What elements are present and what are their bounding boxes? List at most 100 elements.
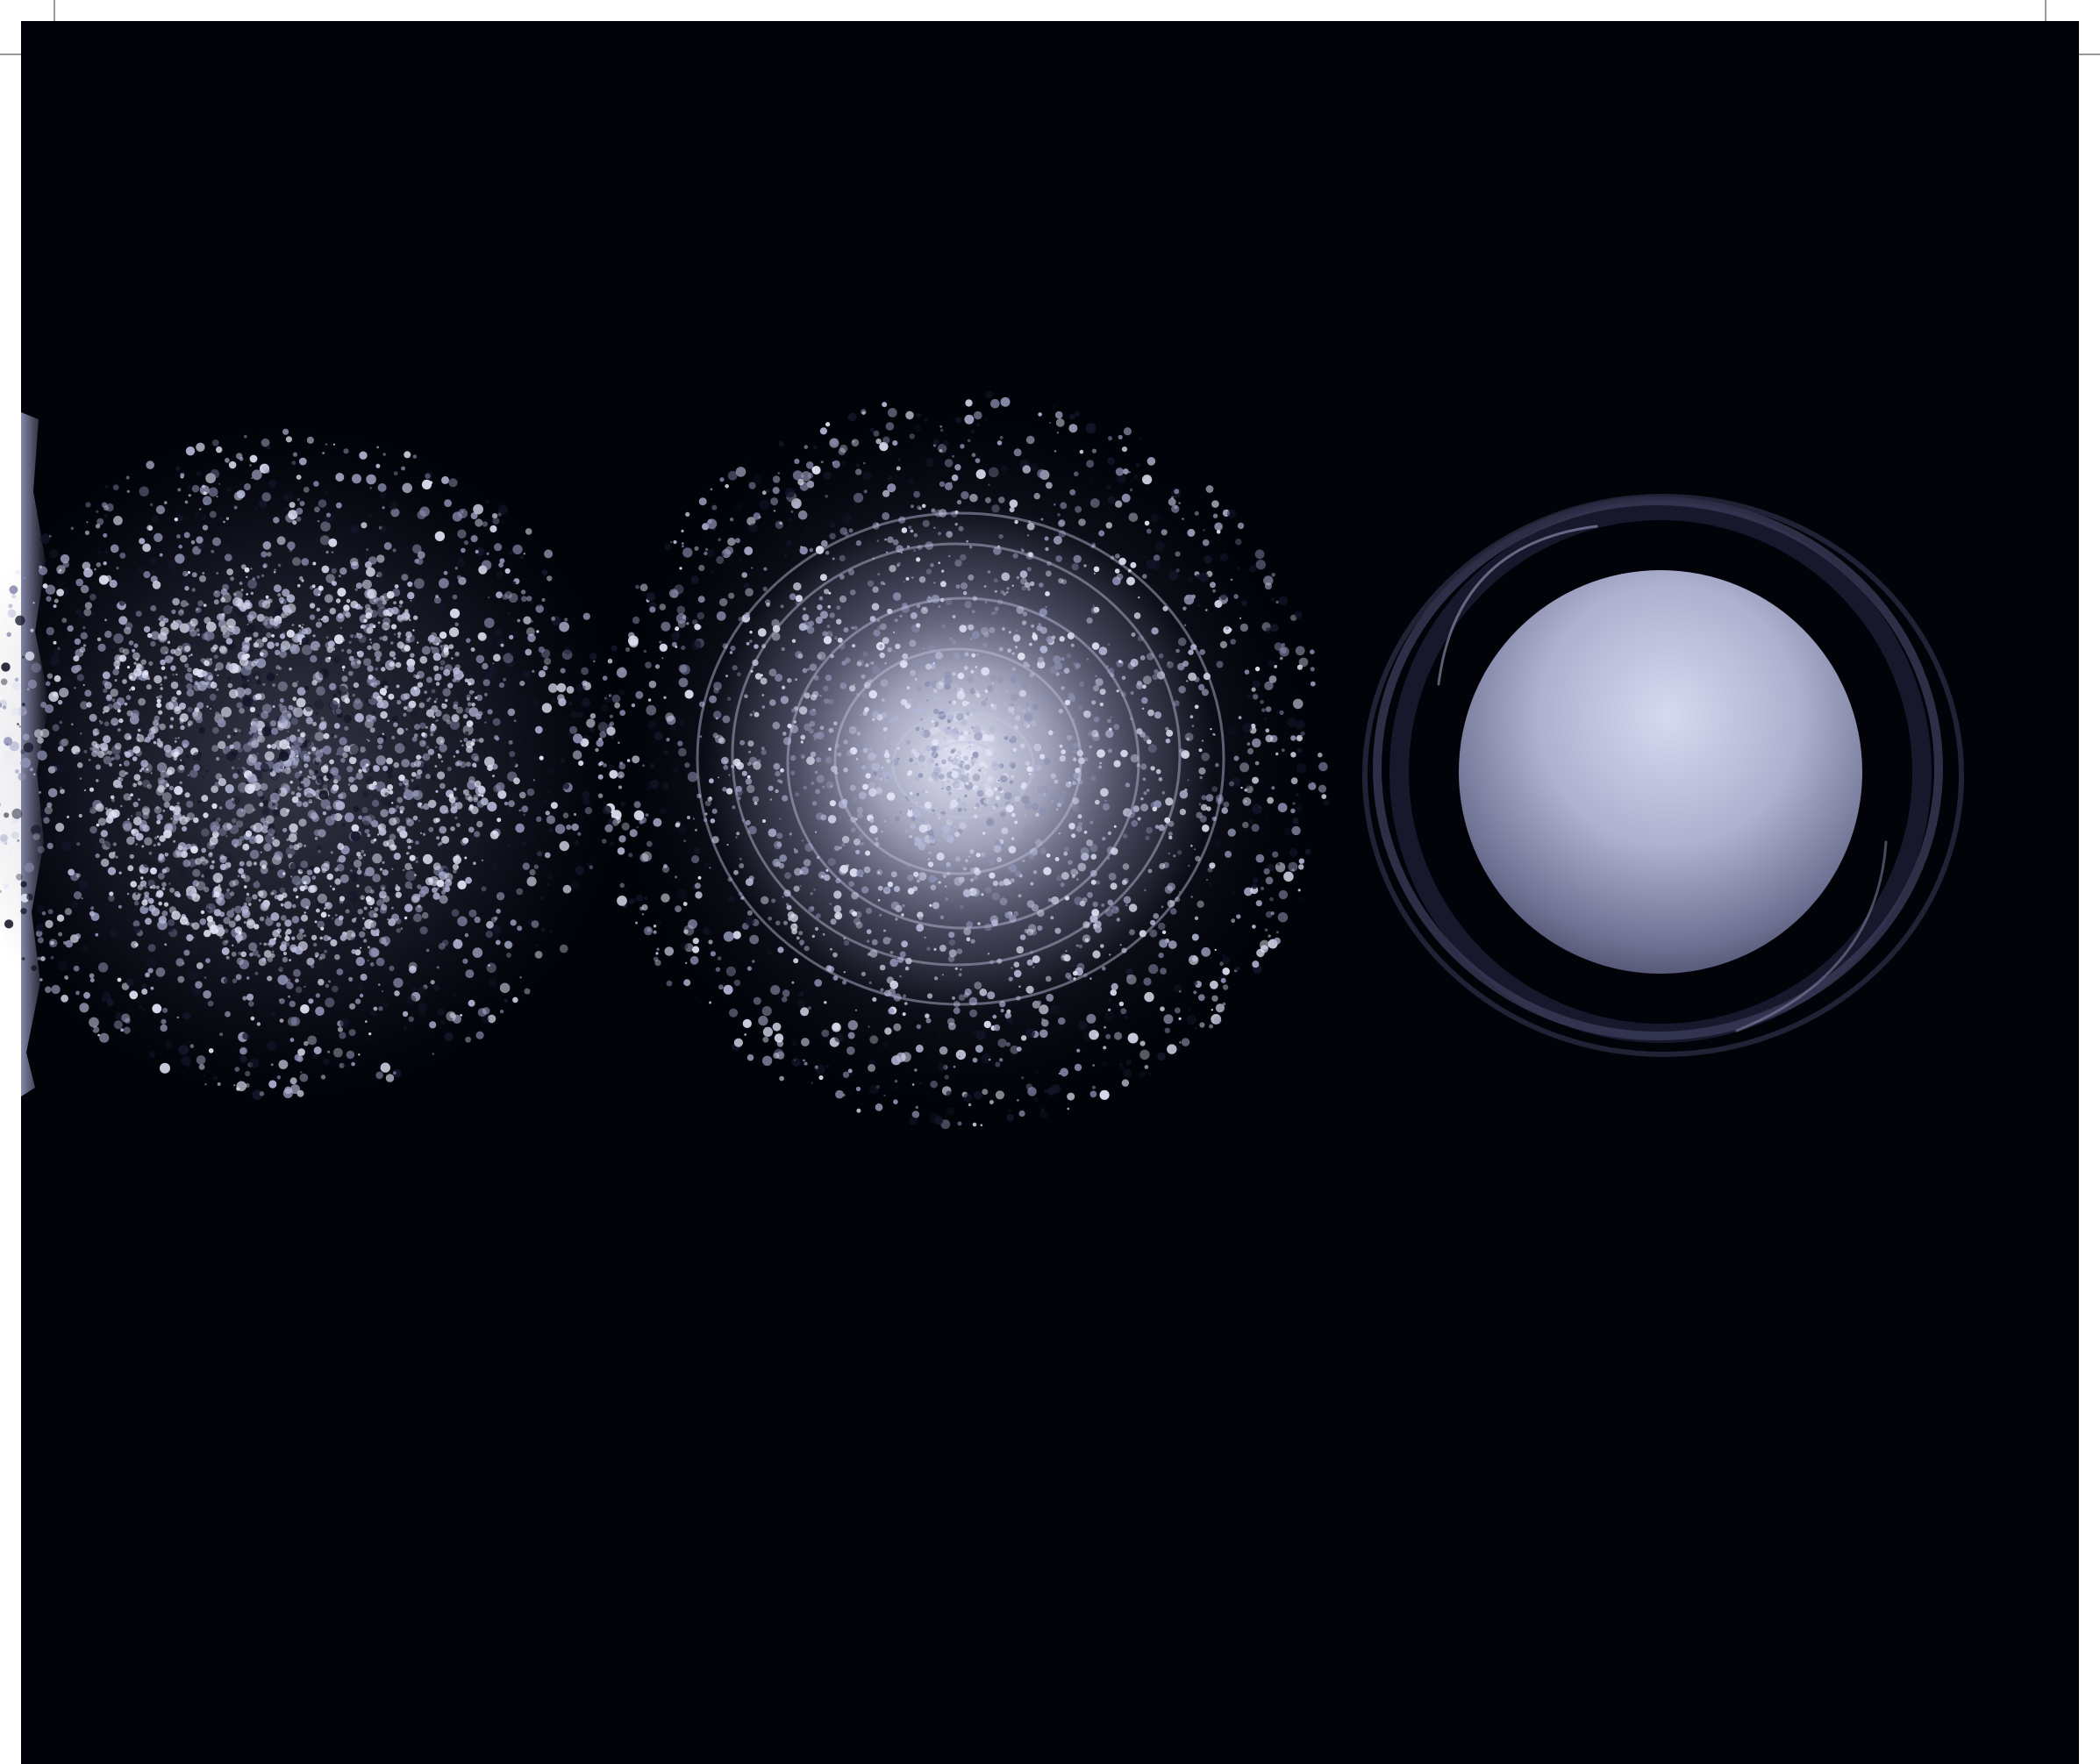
dust-speck (298, 783, 304, 789)
dust-speck (324, 861, 331, 868)
dust-speck (504, 568, 511, 575)
dust-speck (929, 903, 932, 907)
dust-speck (675, 875, 678, 879)
dust-speck (1253, 694, 1259, 700)
dust-speck (889, 739, 899, 747)
dust-speck (653, 954, 657, 958)
dust-speck (402, 482, 413, 494)
dust-speck (1118, 660, 1122, 663)
dust-speck (832, 557, 835, 561)
dust-speck (245, 1070, 251, 1077)
dust-speck (216, 496, 218, 498)
dust-speck (746, 761, 752, 767)
dust-speck (740, 896, 745, 900)
dust-speck (1199, 649, 1206, 655)
dust-speck (768, 785, 774, 791)
dust-speck (286, 838, 289, 841)
dust-speck (1288, 861, 1298, 872)
dust-speck (271, 727, 279, 735)
dust-speck (829, 800, 837, 807)
dust-speck (809, 709, 817, 717)
dust-speck (318, 790, 329, 800)
dust-speck (895, 918, 898, 921)
dust-speck (187, 571, 191, 575)
dust-speck (50, 940, 54, 946)
dust-speck (374, 650, 382, 659)
dust-speck (458, 556, 464, 561)
dust-speck (523, 616, 532, 625)
dust-speck (299, 885, 305, 892)
dust-speck (103, 755, 112, 765)
dust-speck (735, 836, 738, 839)
dust-speck (909, 639, 917, 647)
dust-speck (91, 611, 96, 617)
dust-speck (136, 662, 142, 668)
dust-speck (954, 782, 961, 790)
dust-speck (909, 807, 912, 811)
dust-speck (404, 916, 408, 920)
dust-speck (186, 683, 193, 690)
dust-speck (1268, 864, 1275, 871)
dust-speck (778, 440, 784, 447)
dust-speck (125, 771, 129, 775)
dust-speck (978, 455, 981, 458)
dust-speck (452, 594, 458, 600)
dust-speck (259, 942, 262, 946)
dust-speck (487, 709, 493, 715)
dust-speck (503, 677, 507, 682)
dust-speck (1083, 564, 1087, 568)
dust-speck (176, 893, 182, 898)
dust-speck (1039, 847, 1046, 854)
dust-speck (923, 818, 930, 825)
dust-speck (474, 780, 482, 788)
dust-speck (79, 1003, 89, 1013)
dust-speck (406, 838, 412, 844)
dust-speck (37, 846, 45, 853)
dust-speck (961, 490, 969, 500)
dust-speck (440, 1020, 446, 1025)
dust-speck (440, 760, 444, 763)
dust-speck (1026, 567, 1032, 572)
dust-speck (959, 625, 968, 632)
dust-speck (1022, 611, 1028, 617)
dust-speck (1028, 520, 1032, 524)
dust-speck (18, 706, 27, 717)
dust-speck (1199, 815, 1207, 823)
dust-speck (907, 874, 914, 882)
dust-speck (37, 956, 41, 961)
dust-speck (470, 806, 479, 815)
dust-speck (983, 772, 986, 775)
dust-speck (405, 637, 411, 644)
dust-speck (370, 839, 375, 844)
dust-speck (251, 661, 257, 667)
dust-speck (787, 723, 792, 729)
dust-speck (343, 1063, 347, 1068)
dust-speck (400, 927, 403, 930)
dust-speck (938, 817, 941, 820)
dust-speck (1142, 777, 1146, 782)
dust-speck (349, 1003, 356, 1010)
dust-speck (417, 551, 425, 559)
dust-speck (175, 697, 178, 700)
dust-speck (1054, 503, 1056, 506)
dust-speck (3, 883, 10, 889)
dust-speck (1178, 890, 1181, 894)
dust-speck (384, 628, 388, 631)
dust-speck (482, 679, 490, 687)
dust-speck (54, 763, 65, 773)
dust-speck (628, 853, 633, 858)
dust-speck (232, 773, 239, 779)
dust-speck (209, 511, 217, 518)
dust-speck (890, 871, 897, 878)
dust-speck (761, 746, 765, 751)
dust-speck (1131, 820, 1139, 827)
dust-speck (249, 953, 254, 957)
dust-speck (114, 742, 122, 750)
dust-speck (325, 983, 330, 989)
dust-speck (466, 694, 471, 699)
dust-speck (1093, 685, 1099, 692)
dust-speck (304, 789, 311, 794)
dust-speck (325, 902, 330, 907)
dust-speck (150, 605, 157, 611)
dust-speck (289, 781, 293, 784)
